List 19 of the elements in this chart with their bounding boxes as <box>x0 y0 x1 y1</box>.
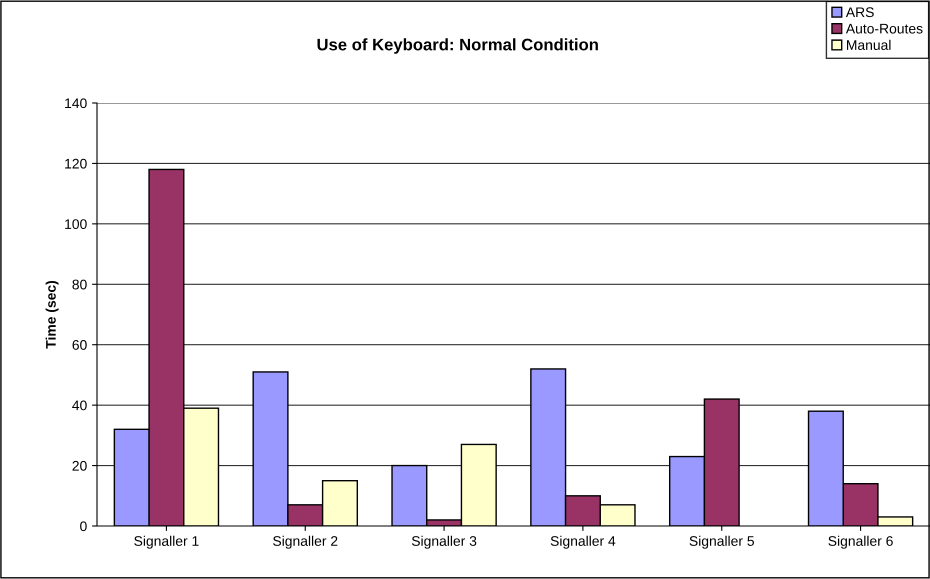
legend-label: Manual <box>846 40 890 50</box>
y-tick-label: 0 <box>80 521 87 532</box>
x-tick-label: Signaller 6 <box>828 536 893 549</box>
x-tick-label: Signaller 3 <box>412 536 476 549</box>
y-tick-label: 100 <box>65 219 87 230</box>
legend-label: Auto-Routes <box>846 24 923 34</box>
y-axis-title: Time (sec) <box>46 280 59 349</box>
y-tick-label: 40 <box>72 400 87 410</box>
x-tick-label: Signaller 2 <box>273 536 338 549</box>
y-tick-label: 60 <box>72 340 87 350</box>
x-tick-label: Signaller 5 <box>690 536 754 549</box>
x-tick-label: Signaller 1 <box>134 536 199 549</box>
y-tick-label: 140 <box>65 98 87 108</box>
chart-title: Use of Keyboard: Normal Condition <box>317 38 598 54</box>
legend-label: ARS <box>846 7 874 18</box>
y-tick-label: 120 <box>65 158 87 169</box>
x-tick-label: Signaller 4 <box>550 536 616 549</box>
y-tick-label: 80 <box>72 280 87 290</box>
y-tick-label: 20 <box>72 460 87 471</box>
